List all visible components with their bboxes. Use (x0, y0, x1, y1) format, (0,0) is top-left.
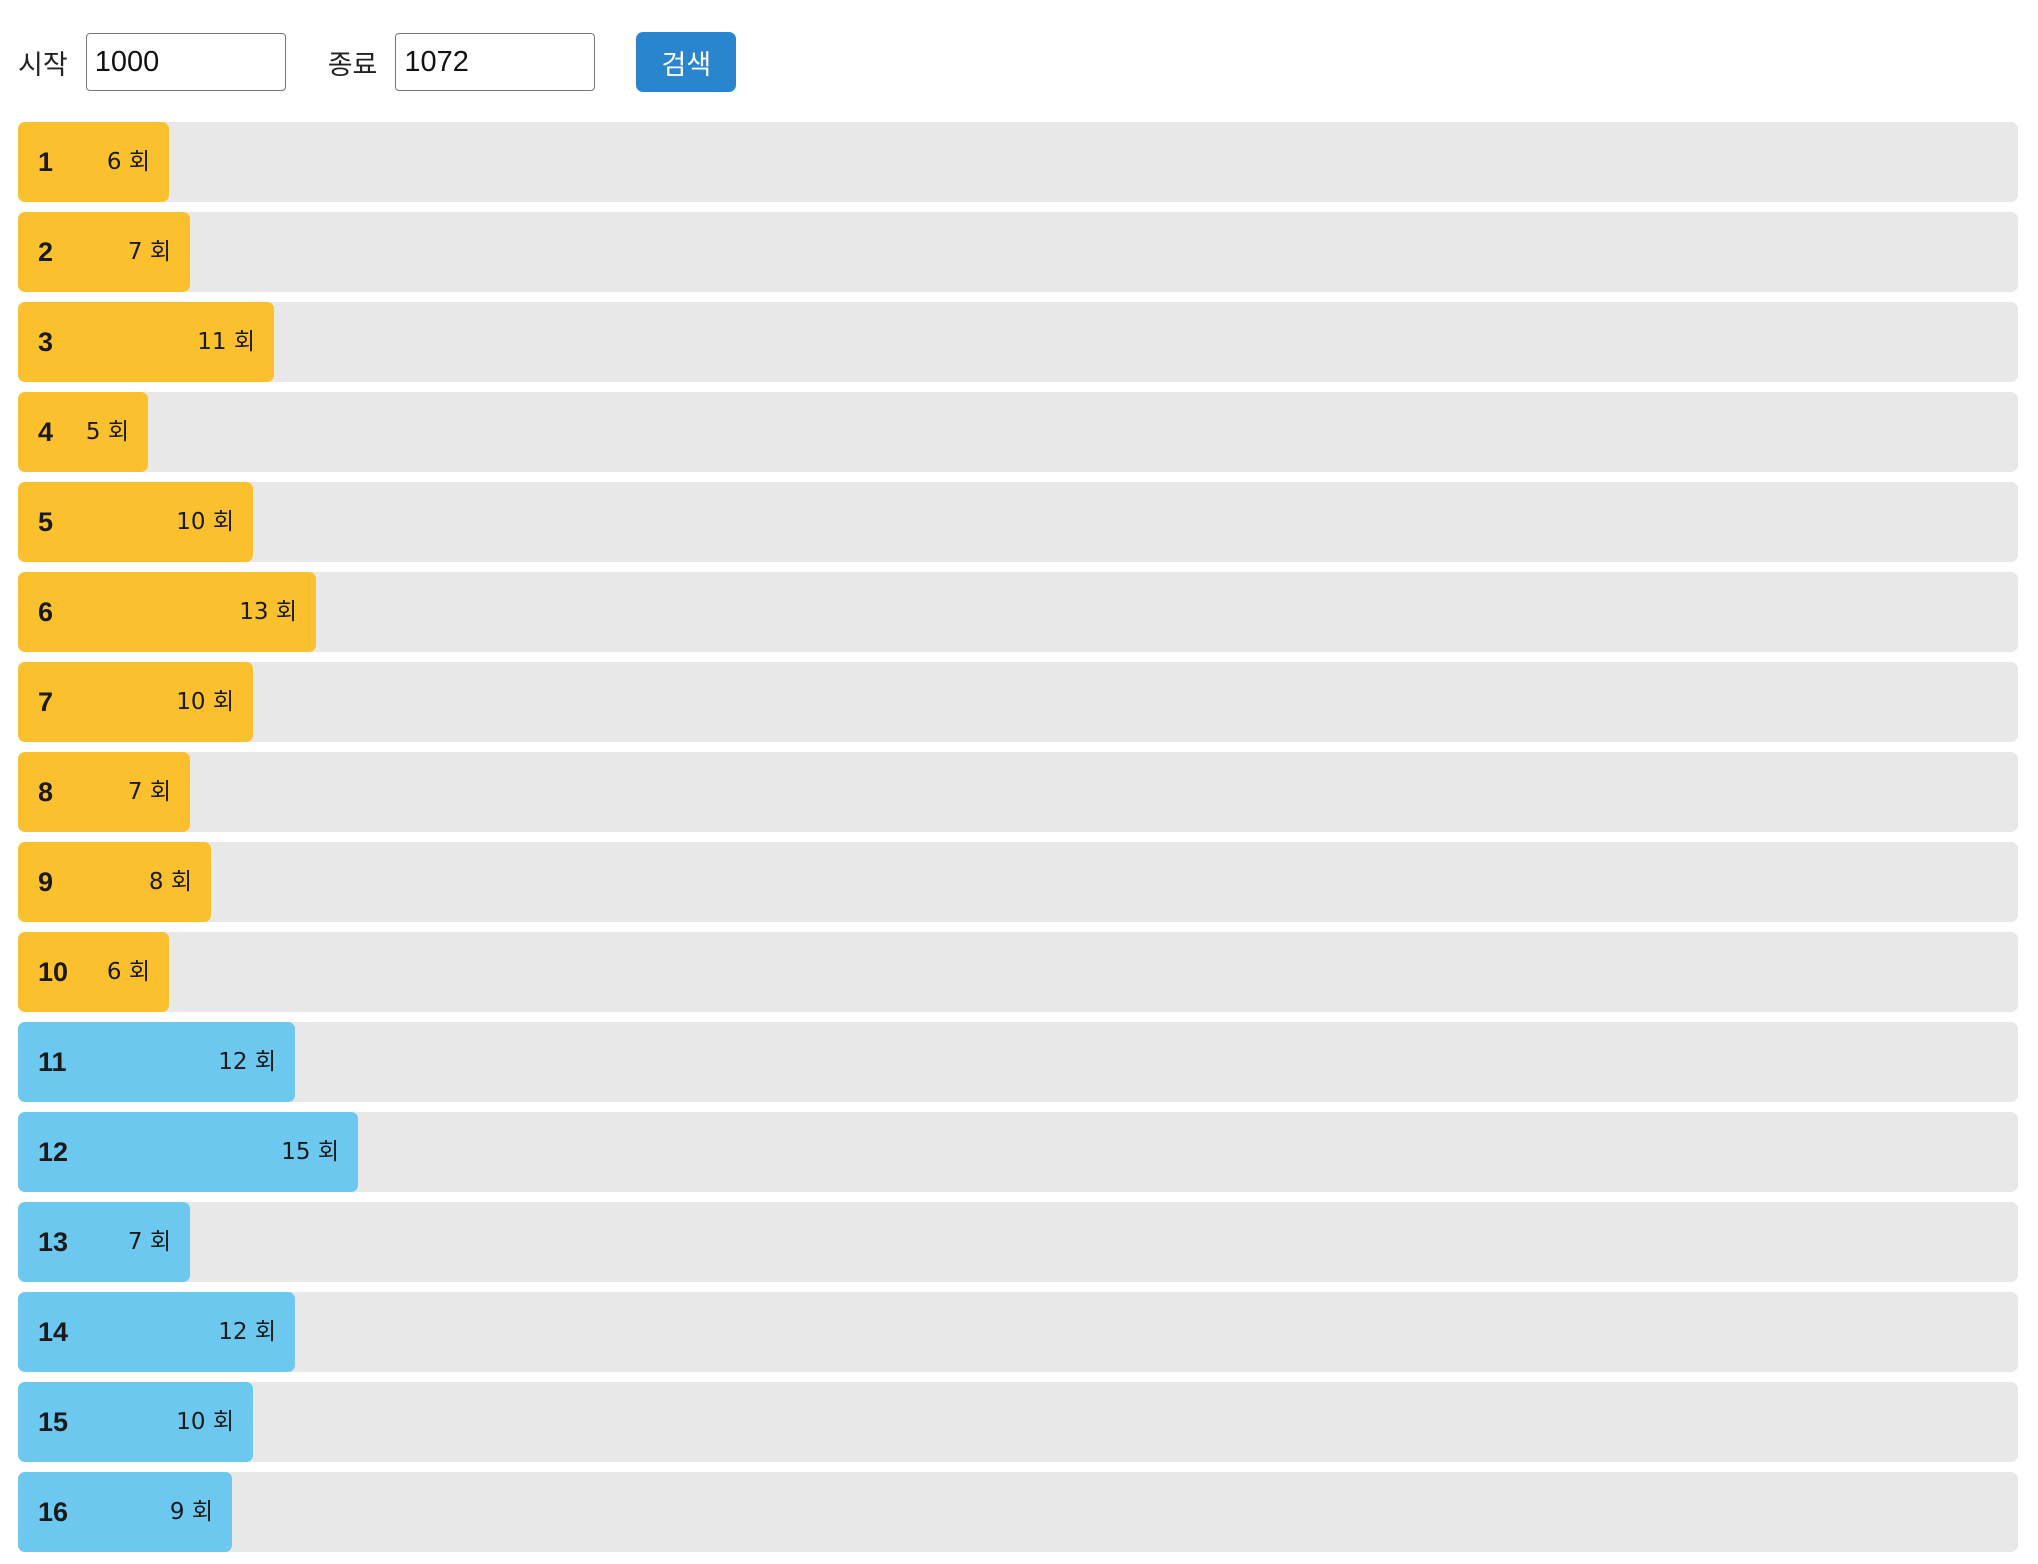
number-row: 7 10 회 (18, 662, 2018, 742)
number-row: 10 6 회 (18, 932, 2018, 1012)
number-label: 10 (38, 957, 69, 987)
frequency-bar: 4 5 회 (18, 392, 148, 472)
number-row: 13 7 회 (18, 1202, 2018, 1282)
number-row: 15 10 회 (18, 1382, 2018, 1462)
number-label: 3 (38, 327, 54, 357)
count-label: 13 회 (239, 599, 297, 625)
number-row: 2 7 회 (18, 212, 2018, 292)
number-row: 8 7 회 (18, 752, 2018, 832)
frequency-bar: 12 15 회 (18, 1112, 358, 1192)
search-button[interactable]: 검색 (636, 32, 737, 92)
number-label: 8 (38, 777, 54, 807)
count-label: 7 회 (127, 239, 171, 265)
number-label: 9 (38, 867, 54, 897)
count-label: 6 회 (106, 959, 150, 985)
frequency-bar: 5 10 회 (18, 482, 253, 562)
number-row: 16 9 회 (18, 1472, 2018, 1552)
number-label: 15 (38, 1407, 69, 1437)
frequency-list: 1 6 회 2 7 회 3 11 회 4 5 회 5 10 회 6 13 회 7 10 회 8 7 회 9 8 회… (18, 122, 2018, 1562)
count-label: 8 회 (148, 869, 192, 895)
count-label: 9 회 (169, 1499, 213, 1525)
frequency-bar: 8 7 회 (18, 752, 190, 832)
end-input[interactable] (395, 33, 596, 91)
count-label: 7 회 (127, 1229, 171, 1255)
frequency-bar: 6 13 회 (18, 572, 316, 652)
number-label: 11 (38, 1047, 67, 1077)
count-label: 5 회 (85, 419, 129, 445)
count-label: 12 회 (218, 1319, 276, 1345)
frequency-bar: 7 10 회 (18, 662, 253, 742)
count-label: 11 회 (197, 329, 255, 355)
count-label: 7 회 (127, 779, 171, 805)
number-row: 1 6 회 (18, 122, 2018, 202)
number-row: 6 13 회 (18, 572, 2018, 652)
number-label: 5 (38, 507, 54, 537)
count-label: 12 회 (218, 1049, 276, 1075)
frequency-bar: 10 6 회 (18, 932, 169, 1012)
count-label: 10 회 (176, 689, 234, 715)
count-label: 15 회 (281, 1139, 339, 1165)
number-label: 7 (38, 687, 54, 717)
number-label: 4 (38, 417, 54, 447)
search-controls: 시작 종료 검색 (18, 31, 737, 93)
number-label: 1 (38, 147, 54, 177)
frequency-bar: 11 12 회 (18, 1022, 295, 1102)
number-label: 13 (38, 1227, 69, 1257)
frequency-bar: 16 9 회 (18, 1472, 232, 1552)
number-row: 9 8 회 (18, 842, 2018, 922)
number-label: 12 (38, 1137, 69, 1167)
count-label: 10 회 (176, 509, 234, 535)
frequency-bar: 1 6 회 (18, 122, 169, 202)
number-label: 2 (38, 237, 54, 267)
number-label: 6 (38, 597, 54, 627)
end-label: 종료 (327, 49, 378, 81)
frequency-bar: 2 7 회 (18, 212, 190, 292)
number-row: 12 15 회 (18, 1112, 2018, 1192)
number-row: 14 12 회 (18, 1292, 2018, 1372)
frequency-bar: 9 8 회 (18, 842, 211, 922)
number-row: 3 11 회 (18, 302, 2018, 382)
frequency-bar: 14 12 회 (18, 1292, 295, 1372)
number-row: 11 12 회 (18, 1022, 2018, 1102)
count-label: 10 회 (176, 1409, 234, 1435)
frequency-bar: 15 10 회 (18, 1382, 253, 1462)
start-input[interactable] (85, 33, 286, 91)
number-row: 4 5 회 (18, 392, 2018, 472)
count-label: 6 회 (106, 149, 150, 175)
number-row: 5 10 회 (18, 482, 2018, 562)
frequency-bar: 3 11 회 (18, 302, 274, 382)
frequency-bar: 13 7 회 (18, 1202, 190, 1282)
start-label: 시작 (18, 49, 68, 81)
number-label: 14 (38, 1317, 69, 1347)
number-label: 16 (38, 1497, 69, 1527)
